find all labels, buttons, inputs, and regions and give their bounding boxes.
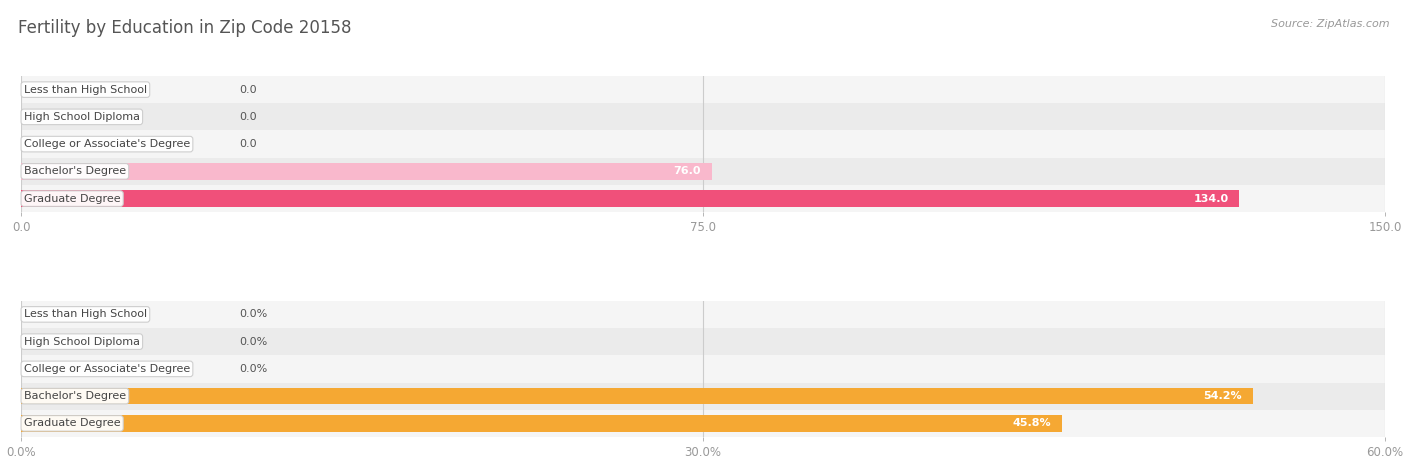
Bar bbox=[21, 301, 1385, 328]
Text: Less than High School: Less than High School bbox=[24, 309, 148, 319]
Text: 54.2%: 54.2% bbox=[1204, 391, 1241, 401]
Text: 0.0: 0.0 bbox=[239, 139, 257, 149]
Bar bbox=[21, 131, 1385, 158]
Bar bbox=[21, 103, 1385, 131]
Text: Bachelor's Degree: Bachelor's Degree bbox=[24, 166, 127, 176]
Bar bbox=[21, 190, 1240, 207]
Bar bbox=[21, 382, 1385, 410]
Text: 0.0%: 0.0% bbox=[239, 364, 267, 374]
Bar bbox=[21, 410, 1385, 437]
Text: High School Diploma: High School Diploma bbox=[24, 337, 139, 347]
Text: 0.0: 0.0 bbox=[239, 112, 257, 122]
Bar bbox=[21, 415, 1062, 432]
Text: 134.0: 134.0 bbox=[1194, 194, 1229, 204]
Text: High School Diploma: High School Diploma bbox=[24, 112, 139, 122]
Text: College or Associate's Degree: College or Associate's Degree bbox=[24, 364, 190, 374]
Text: 0.0: 0.0 bbox=[239, 85, 257, 95]
Text: Bachelor's Degree: Bachelor's Degree bbox=[24, 391, 127, 401]
Text: Source: ZipAtlas.com: Source: ZipAtlas.com bbox=[1271, 19, 1389, 29]
Text: College or Associate's Degree: College or Associate's Degree bbox=[24, 139, 190, 149]
Bar bbox=[21, 388, 1253, 404]
Text: 0.0%: 0.0% bbox=[239, 309, 267, 319]
Text: Graduate Degree: Graduate Degree bbox=[24, 418, 121, 428]
Text: 76.0: 76.0 bbox=[673, 166, 702, 176]
Text: 0.0%: 0.0% bbox=[239, 337, 267, 347]
Bar bbox=[21, 76, 1385, 103]
Bar bbox=[21, 328, 1385, 355]
Bar bbox=[21, 158, 1385, 185]
Bar bbox=[21, 163, 711, 180]
Bar bbox=[21, 185, 1385, 212]
Text: 45.8%: 45.8% bbox=[1012, 418, 1052, 428]
Bar bbox=[21, 355, 1385, 382]
Text: Graduate Degree: Graduate Degree bbox=[24, 194, 121, 204]
Text: Fertility by Education in Zip Code 20158: Fertility by Education in Zip Code 20158 bbox=[18, 19, 352, 37]
Text: Less than High School: Less than High School bbox=[24, 85, 148, 95]
